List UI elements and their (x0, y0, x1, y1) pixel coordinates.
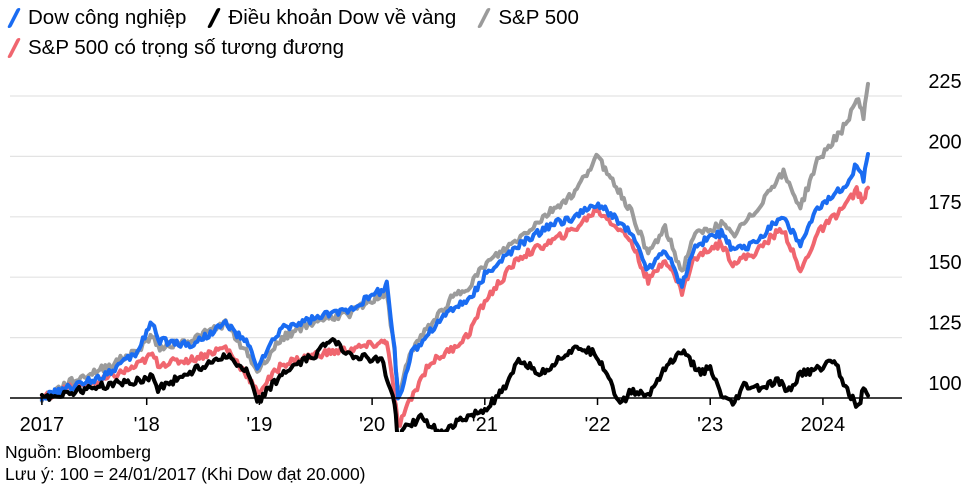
baseline-note: Lưu ý: 100 = 24/01/2017 (Khi Dow đạt 20.… (5, 464, 366, 484)
legend-item-sp500-equal-weight: S&P 500 có trọng số tương đương (6, 36, 344, 60)
y-tick-label: 125 (928, 313, 961, 335)
y-tick-label: 175 (928, 192, 961, 214)
x-tick-label: '23 (697, 414, 723, 436)
x-tick-label: 2017 (20, 414, 65, 436)
y-tick-label: 100 (928, 373, 961, 395)
legend-label: Dow công nghiệp (28, 6, 187, 29)
legend-label: Điều khoản Dow về vàng (228, 6, 457, 29)
series-line-s-p-500-c-tr-ng-s-t-ng-ng (39, 185, 870, 428)
x-tick-label: '21 (472, 414, 498, 436)
source-note: Nguồn: Bloomberg (5, 442, 151, 462)
x-tick-label: '20 (359, 414, 385, 436)
legend-row-2: S&P 500 có trọng số tương đương (6, 33, 786, 63)
y-tick-label: 200 (928, 131, 961, 153)
legend-item-dow-gold: Điều khoản Dow về vàng (206, 6, 456, 30)
legend-item-sp500: S&P 500 (476, 6, 579, 30)
x-tick-label: '19 (246, 414, 272, 436)
y-tick-label: 150 (928, 252, 961, 274)
series-line-dow-c-ng-nghi-p (39, 152, 870, 402)
legend-item-dow: Dow công nghiệp (6, 6, 186, 30)
chart-legend: Dow công nghiệp Điều khoản Dow về vàng S… (6, 3, 786, 63)
series-line-s-p-500 (39, 81, 870, 403)
x-tick-label: '18 (134, 414, 160, 436)
legend-label: S&P 500 (498, 6, 579, 29)
x-tick-label: '22 (584, 414, 610, 436)
series-line-i-u-kho-n-dow-v-v-ng (39, 337, 870, 432)
x-tick-label: 2024 (801, 414, 846, 436)
chart-footer: Nguồn: Bloomberg Lưu ý: 100 = 24/01/2017… (5, 441, 366, 485)
legend-label: S&P 500 có trọng số tương đương (28, 36, 345, 59)
y-tick-label: 225 (928, 71, 961, 93)
legend-row-1: Dow công nghiệp Điều khoản Dow về vàng S… (6, 3, 786, 33)
